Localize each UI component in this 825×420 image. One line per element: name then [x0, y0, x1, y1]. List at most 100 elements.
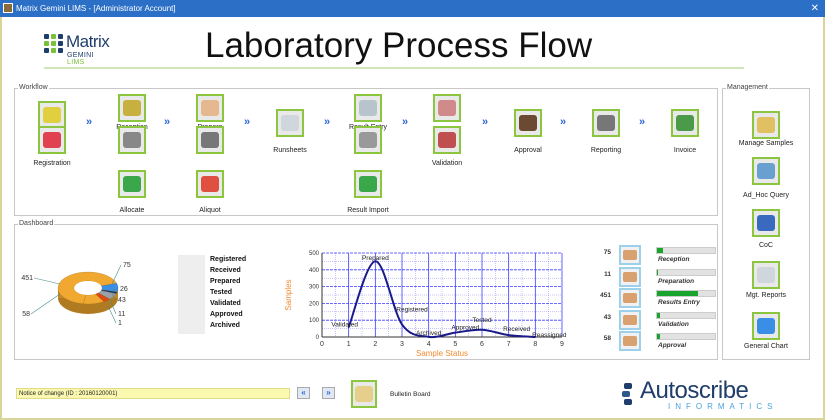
printer-icon [597, 115, 615, 131]
workflow-label: Approval [514, 147, 542, 154]
workflow-secondary-button[interactable] [354, 126, 382, 154]
progress-count: 43 [603, 313, 611, 321]
allocate-checkmark-icon [123, 176, 141, 192]
workflow-validation-button[interactable] [433, 94, 461, 122]
flow-arrow-icon: » [482, 116, 488, 128]
validation-stage-icon[interactable] [619, 309, 641, 330]
flow-arrow-icon: » [86, 116, 92, 128]
management-label: Ad_Hoc Query [743, 192, 789, 199]
progress-label: Approval [658, 342, 687, 349]
dashboard-panel: Dashboard [14, 220, 718, 360]
workflow-allocate-button[interactable] [118, 170, 146, 198]
management-coc-button[interactable] [752, 209, 780, 237]
x-tick-label: 6 [480, 341, 484, 348]
management-label: CoC [758, 242, 773, 249]
donut-label: 451 [21, 275, 33, 282]
workflow-label: Invoice [673, 147, 697, 154]
management-manage-samples-button[interactable] [752, 111, 780, 139]
workflow-invoice-button[interactable] [671, 109, 699, 137]
autoscribe-brand: Autoscribe [640, 377, 749, 404]
workflow-result-entry-button[interactable] [354, 94, 382, 122]
point-label: Received [503, 326, 530, 333]
legend-item: Validated [210, 300, 241, 307]
management-label: General Chart [744, 343, 788, 350]
window-title: Matrix Gemini LIMS - [Administrator Acco… [16, 4, 176, 13]
x-tick-label: 4 [427, 341, 431, 348]
divider [44, 67, 744, 69]
progress-count: 75 [603, 249, 611, 256]
progress-label: Validation [658, 320, 689, 328]
management-panel: Management [722, 84, 810, 360]
data-point [347, 326, 350, 329]
notice-of-change-field[interactable]: Notice of change (ID : 20160120001) [16, 388, 290, 399]
workflow-secondary-button[interactable] [38, 126, 66, 154]
bulletin-board-button[interactable] [351, 380, 377, 408]
donut-label: 26 [120, 286, 128, 293]
close-button[interactable]: ✕ [810, 3, 819, 14]
logo-square [51, 34, 56, 39]
workflow-runsheets-button[interactable] [276, 109, 304, 137]
donut-leader-line [111, 264, 122, 285]
data-point [481, 328, 483, 331]
point-label: Reassigned [532, 332, 567, 339]
results-entry-stage-icon[interactable] [619, 288, 641, 308]
workflow-secondary-button[interactable] [196, 126, 224, 154]
workflow-reception-button[interactable] [118, 94, 146, 122]
progress-label: Results Entry [658, 299, 700, 306]
x-tick-label: 7 [507, 341, 511, 348]
workflow-approval-button[interactable] [514, 109, 542, 137]
workflow-result-import-button[interactable] [354, 170, 382, 198]
donut-label: 11 [118, 311, 125, 318]
legend-item: Prepared [210, 278, 241, 285]
flow-arrow-icon: » [244, 116, 250, 128]
logo-name: Matrix [66, 32, 110, 51]
management-mgt-reports-button[interactable] [752, 261, 780, 289]
donut-label: 43 [118, 297, 126, 304]
y-tick-label: 0 [316, 335, 320, 341]
management-general-chart-button[interactable] [752, 312, 780, 340]
legend-swatch-area [178, 255, 205, 334]
next-notice-button[interactable]: » [322, 387, 335, 399]
preparation-stage-icon[interactable] [619, 266, 641, 287]
management-icon [757, 117, 775, 133]
legend-item: Received [210, 267, 241, 274]
x-tick-label: 0 [320, 341, 324, 348]
progress-bar [656, 333, 716, 340]
validation-icon [438, 100, 456, 116]
approval-stage-icon[interactable] [619, 331, 641, 351]
management-ad-hoc-query-button[interactable] [752, 157, 780, 185]
donut-hole [74, 281, 102, 295]
donut-label: 1 [118, 320, 122, 327]
prepare-hand-icon [201, 100, 219, 116]
workflow-prepare-button[interactable] [196, 94, 224, 122]
management-label: Mgt. Reports [745, 292, 787, 299]
workflow-secondary-icon [43, 132, 61, 148]
progress-bar [656, 290, 716, 297]
logo-square [44, 34, 49, 39]
workflow-reporting-button[interactable] [592, 109, 620, 137]
workflow-secondary-icon [123, 132, 141, 148]
title-bar: Matrix Gemini LIMS - [Administrator Acco… [0, 0, 825, 17]
aliquot-people-icon [201, 176, 219, 192]
workflow-secondary-icon [438, 132, 456, 148]
workflow-secondary-button[interactable] [118, 126, 146, 154]
reception-stage-icon[interactable] [619, 245, 641, 265]
workflow-aliquot-button[interactable] [196, 170, 224, 198]
workflow-registration-button[interactable] [38, 101, 66, 129]
workflow-panel: Workflow [14, 84, 718, 216]
data-point [534, 336, 537, 338]
previous-notice-button[interactable]: « [297, 387, 310, 399]
workflow-label: Validation [431, 160, 463, 167]
flow-arrow-icon: » [164, 116, 170, 128]
flow-arrow-icon: » [639, 116, 645, 128]
workflow-secondary-button[interactable] [433, 126, 461, 154]
management-label: Manage Samples [738, 140, 794, 147]
autoscribe-sub: INFORMATICS [668, 402, 778, 411]
y-tick-label: 100 [309, 318, 320, 324]
management-caption: Management [726, 84, 769, 91]
logo-square [58, 34, 63, 39]
legend-item: Registered [210, 256, 247, 263]
donut-label: 58 [22, 311, 30, 318]
donut-label: 75 [123, 262, 131, 269]
